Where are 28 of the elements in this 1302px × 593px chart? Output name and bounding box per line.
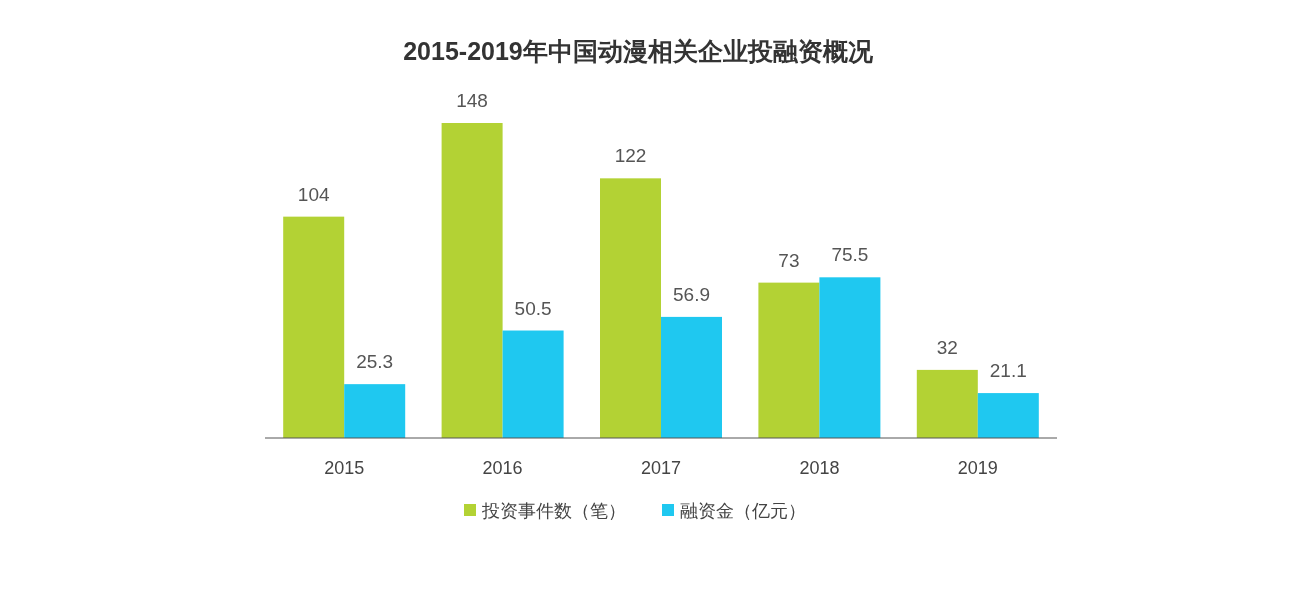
data-label: 75.5 [831,244,869,266]
x-tick-label: 2016 [482,458,523,478]
bar [819,277,881,438]
data-label: 148 [456,90,488,111]
legend-label: 融资金（亿元） [680,501,806,521]
bar [344,384,406,438]
bar [600,178,661,438]
data-label: 21.1 [989,360,1027,382]
chart-title: 2015-2019年中国动漫相关企业投融资概况 [403,37,874,65]
bar [502,330,564,438]
x-tick-label: 2018 [799,458,840,478]
data-label: 25.3 [356,351,394,373]
data-label: 50.5 [514,297,552,319]
bar [916,369,978,438]
bar [283,216,345,438]
legend-label: 投资事件数（笔） [481,501,626,521]
data-label: 56.9 [673,283,710,305]
bar [977,393,1039,438]
bar [441,123,503,438]
bar [661,316,722,438]
x-tick-label: 2015 [324,458,365,478]
x-tick-label: 2019 [957,458,998,478]
data-label: 32 [936,336,958,358]
bar [758,282,820,438]
x-tick-label: 2017 [640,458,682,478]
data-label: 104 [297,183,330,205]
data-label: 122 [614,145,647,167]
data-label: 73 [778,249,800,271]
